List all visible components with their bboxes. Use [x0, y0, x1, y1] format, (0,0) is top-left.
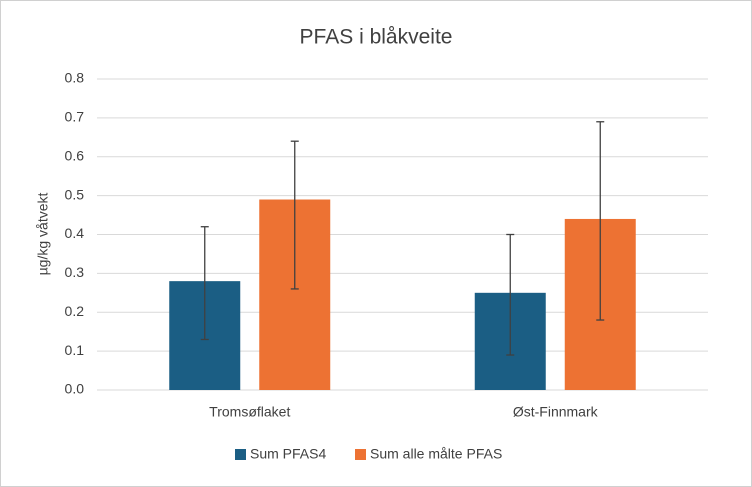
x-tick-label: Tromsøflaket [209, 404, 290, 420]
legend-label: Sum PFAS4 [250, 446, 326, 462]
y-tick-label: 0.3 [65, 264, 85, 280]
y-tick-label: 0.8 [65, 70, 85, 86]
y-tick-label: 0.7 [65, 109, 85, 125]
y-tick-label: 0.1 [65, 342, 85, 358]
legend-label: Sum alle målte PFAS [370, 446, 502, 462]
y-tick-label: 0.6 [65, 147, 85, 163]
y-tick-label: 0.2 [65, 303, 85, 319]
y-axis-label: µg/kg våtvekt [35, 193, 51, 276]
y-tick-label: 0.5 [65, 186, 85, 202]
legend-swatch [355, 449, 366, 460]
legend-swatch [235, 449, 246, 460]
y-tick-label: 0.4 [65, 225, 85, 241]
x-tick-label: Øst-Finnmark [513, 404, 599, 420]
chart-title: PFAS i blåkveite [300, 26, 453, 49]
y-tick-label: 0.0 [65, 381, 85, 397]
